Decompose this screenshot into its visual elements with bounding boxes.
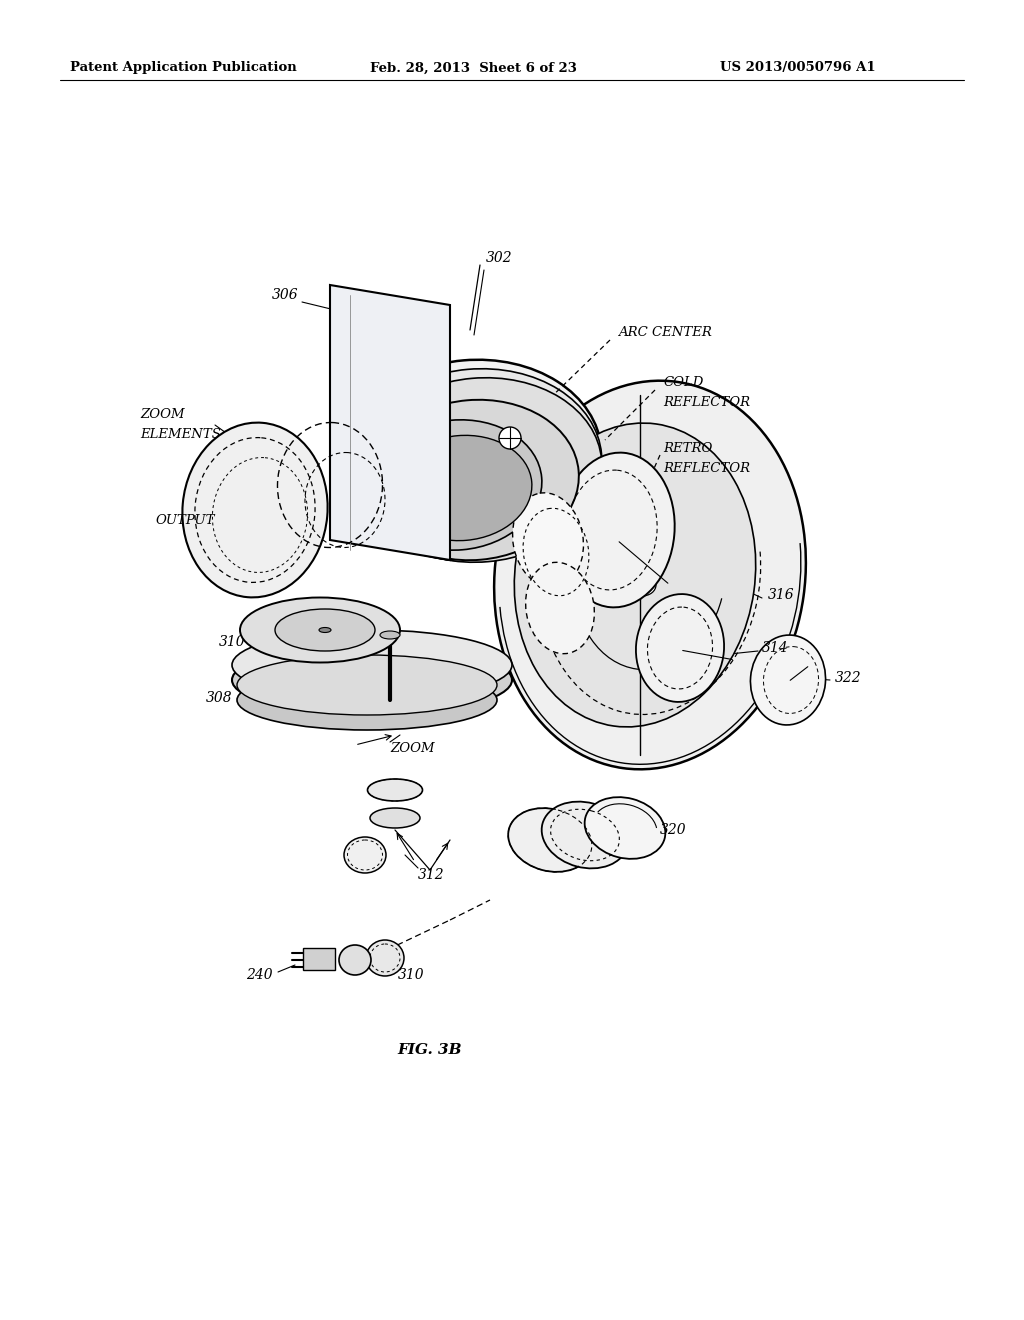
Ellipse shape — [275, 609, 375, 651]
Ellipse shape — [366, 940, 404, 975]
Text: RETRO: RETRO — [663, 441, 713, 454]
Text: Patent Application Publication: Patent Application Publication — [70, 62, 297, 74]
Ellipse shape — [358, 378, 602, 562]
Ellipse shape — [585, 797, 666, 859]
Ellipse shape — [339, 945, 371, 975]
Ellipse shape — [495, 380, 806, 770]
Text: 306: 306 — [271, 288, 298, 302]
Text: COLD: COLD — [663, 376, 703, 389]
Text: 320: 320 — [660, 822, 687, 837]
Ellipse shape — [342, 360, 602, 560]
Text: US 2013/0050796 A1: US 2013/0050796 A1 — [720, 62, 876, 74]
Text: FIG. 3B: FIG. 3B — [397, 1043, 462, 1057]
Ellipse shape — [368, 779, 423, 801]
Ellipse shape — [559, 453, 675, 607]
Text: 310: 310 — [398, 968, 425, 982]
Text: ELEMENTS: ELEMENTS — [140, 429, 221, 441]
Text: 308: 308 — [206, 690, 232, 705]
Ellipse shape — [232, 630, 512, 700]
Ellipse shape — [525, 562, 594, 653]
Polygon shape — [330, 285, 450, 560]
Ellipse shape — [232, 645, 512, 715]
Ellipse shape — [628, 574, 656, 597]
Text: REFLECTOR: REFLECTOR — [663, 462, 751, 474]
Ellipse shape — [237, 655, 497, 715]
Ellipse shape — [370, 808, 420, 828]
Text: Feb. 28, 2013  Sheet 6 of 23: Feb. 28, 2013 Sheet 6 of 23 — [370, 62, 577, 74]
Text: 312: 312 — [418, 869, 444, 882]
Text: ZOOM: ZOOM — [140, 408, 184, 421]
Text: REFLECTOR: REFLECTOR — [663, 396, 751, 409]
Ellipse shape — [513, 492, 584, 587]
Text: ARC CENTER: ARC CENTER — [618, 326, 712, 339]
Ellipse shape — [380, 631, 400, 639]
Text: 302: 302 — [486, 251, 513, 265]
Text: 322: 322 — [835, 671, 861, 685]
Ellipse shape — [370, 400, 579, 560]
Ellipse shape — [319, 627, 331, 632]
Ellipse shape — [240, 598, 400, 663]
Ellipse shape — [499, 426, 521, 449]
Text: 240: 240 — [247, 968, 273, 982]
Ellipse shape — [237, 671, 497, 730]
Ellipse shape — [392, 436, 531, 541]
Ellipse shape — [182, 422, 328, 598]
Ellipse shape — [344, 837, 386, 873]
Text: 316: 316 — [768, 587, 795, 602]
Ellipse shape — [636, 594, 724, 702]
Ellipse shape — [514, 424, 756, 727]
Ellipse shape — [542, 801, 629, 869]
Text: 310: 310 — [218, 635, 245, 649]
Ellipse shape — [350, 368, 602, 561]
Ellipse shape — [508, 808, 592, 873]
Ellipse shape — [751, 635, 825, 725]
Text: ZOOM: ZOOM — [390, 742, 434, 755]
Text: OUTPUT: OUTPUT — [155, 513, 214, 527]
Ellipse shape — [372, 420, 542, 550]
Text: 314: 314 — [762, 642, 788, 655]
Polygon shape — [303, 948, 335, 970]
